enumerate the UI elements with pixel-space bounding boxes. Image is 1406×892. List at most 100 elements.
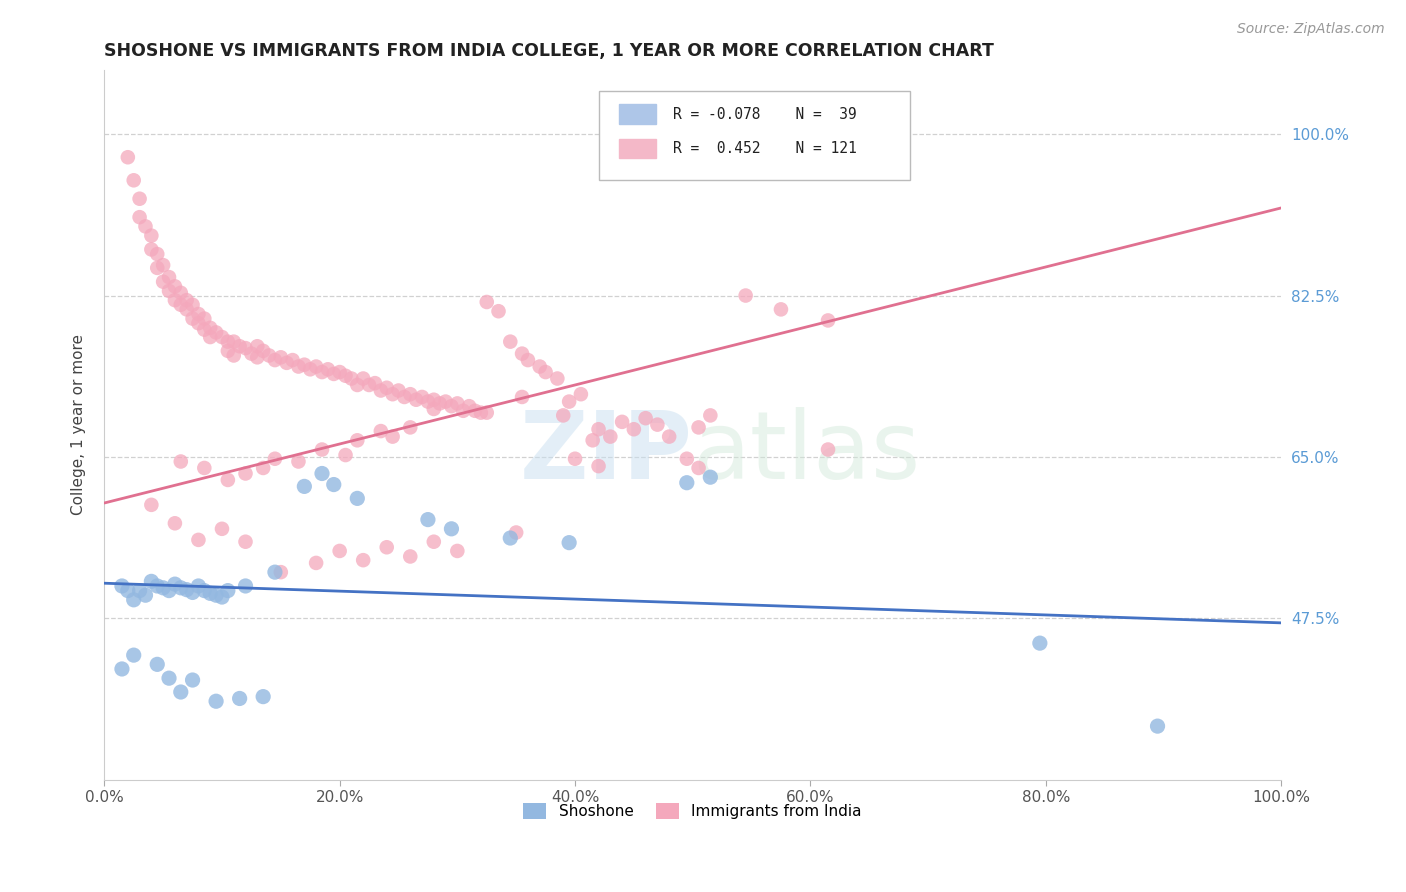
Point: [200, 330, 222, 344]
Point: [405, 392, 427, 407]
Point: [141, 243, 163, 257]
Point: [281, 353, 304, 368]
Point: [305, 556, 328, 570]
Point: [769, 302, 792, 317]
Point: [553, 409, 575, 423]
Point: [228, 691, 250, 706]
Point: [564, 451, 586, 466]
Point: [558, 535, 581, 549]
Point: [257, 349, 280, 363]
Point: [122, 592, 145, 607]
Point: [817, 442, 839, 457]
Point: [569, 387, 592, 401]
Point: [499, 334, 522, 349]
Point: [399, 549, 422, 564]
Point: [423, 534, 446, 549]
Point: [387, 384, 409, 398]
Point: [228, 339, 250, 353]
Point: [558, 394, 581, 409]
Point: [111, 579, 134, 593]
Point: [205, 326, 228, 340]
Point: [675, 451, 697, 466]
Point: [211, 330, 233, 344]
Point: [546, 371, 568, 385]
Point: [394, 390, 416, 404]
Point: [470, 406, 492, 420]
Point: [423, 392, 446, 407]
Point: [157, 583, 180, 598]
Point: [117, 150, 139, 164]
Point: [375, 541, 398, 555]
Point: [340, 371, 363, 385]
Point: [359, 378, 381, 392]
Point: [588, 422, 610, 436]
Point: [440, 522, 463, 536]
Point: [434, 394, 457, 409]
Point: [423, 401, 446, 416]
Point: [200, 586, 222, 600]
Legend: Shoshone, Immigrants from India: Shoshone, Immigrants from India: [517, 797, 868, 825]
Point: [1146, 719, 1168, 733]
Point: [346, 434, 368, 448]
Point: [211, 590, 233, 604]
Point: [200, 321, 222, 335]
Text: SHOSHONE VS IMMIGRANTS FROM INDIA COLLEGE, 1 YEAR OR MORE CORRELATION CHART: SHOSHONE VS IMMIGRANTS FROM INDIA COLLEG…: [104, 42, 994, 60]
Point: [699, 470, 721, 484]
Point: [163, 516, 186, 531]
Point: [176, 293, 198, 307]
Text: R =  0.452    N = 121: R = 0.452 N = 121: [672, 141, 856, 156]
Point: [134, 588, 156, 602]
Point: [734, 288, 756, 302]
Point: [381, 429, 404, 443]
Text: atlas: atlas: [693, 407, 921, 499]
Point: [381, 387, 404, 401]
Point: [211, 522, 233, 536]
Point: [246, 351, 269, 365]
Bar: [619, 138, 657, 159]
Point: [217, 343, 239, 358]
Point: [335, 448, 357, 462]
Point: [488, 304, 510, 318]
Point: [217, 473, 239, 487]
Point: [181, 298, 204, 312]
Point: [647, 417, 669, 432]
Point: [370, 384, 392, 398]
Point: [440, 399, 463, 413]
Point: [322, 477, 344, 491]
Point: [141, 228, 163, 243]
Bar: [619, 104, 657, 124]
Point: [246, 339, 269, 353]
Point: [346, 491, 368, 506]
Point: [128, 210, 150, 224]
Point: [163, 293, 186, 307]
Point: [181, 673, 204, 687]
Point: [157, 671, 180, 685]
Point: [170, 298, 193, 312]
Point: [111, 662, 134, 676]
Point: [329, 544, 352, 558]
Point: [157, 270, 180, 285]
Point: [252, 461, 274, 475]
Point: [505, 525, 527, 540]
Point: [817, 313, 839, 327]
Point: [588, 459, 610, 474]
Point: [311, 365, 333, 379]
Point: [235, 579, 257, 593]
Point: [352, 371, 374, 385]
FancyBboxPatch shape: [599, 91, 911, 179]
Point: [163, 279, 186, 293]
Point: [311, 442, 333, 457]
Point: [411, 390, 433, 404]
Point: [187, 533, 209, 547]
Point: [623, 422, 645, 436]
Text: Source: ZipAtlas.com: Source: ZipAtlas.com: [1237, 22, 1385, 37]
Point: [516, 353, 538, 368]
Point: [217, 583, 239, 598]
Point: [475, 406, 498, 420]
Point: [170, 581, 193, 595]
Point: [316, 362, 339, 376]
Point: [510, 346, 533, 360]
Point: [688, 420, 710, 434]
Point: [446, 396, 468, 410]
Point: [499, 531, 522, 545]
